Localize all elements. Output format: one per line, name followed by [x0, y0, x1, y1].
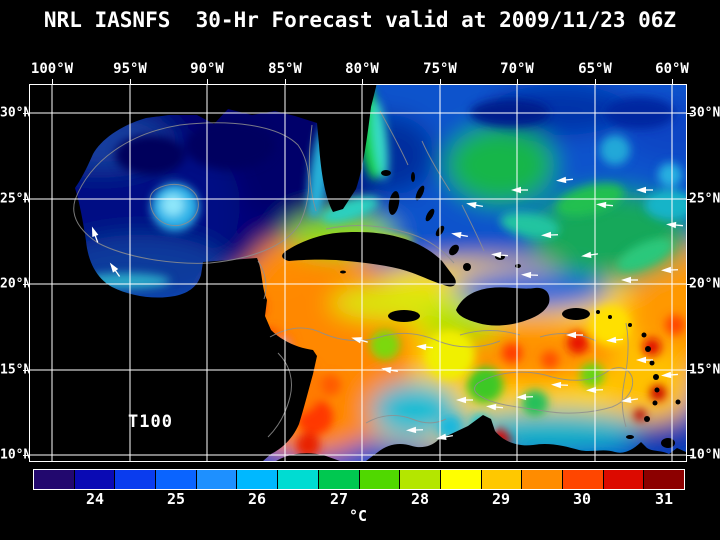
colorbar: [33, 469, 685, 490]
lon-tick-label: 70°W: [500, 61, 534, 77]
lat-tick-label: 15°N: [689, 362, 720, 378]
lat-tick-label: 15°N: [0, 362, 32, 378]
lat-tick-label: 10°N: [0, 447, 32, 463]
colorbar-segment: [237, 470, 279, 489]
axis-tick: [687, 113, 693, 114]
mesoscale-features: [80, 85, 686, 457]
lon-tick-label: 75°W: [423, 61, 457, 77]
colorbar-unit: °C: [348, 507, 368, 525]
axis-tick: [687, 455, 693, 456]
axis-tick: [52, 79, 53, 85]
axis-tick: [595, 79, 596, 85]
map-canvas: [30, 85, 686, 461]
colorbar-segment: [115, 470, 157, 489]
axis-tick: [23, 113, 29, 114]
colorbar-tick-label: 31: [654, 490, 674, 508]
lat-tick-label: 25°N: [0, 191, 32, 207]
axis-tick: [23, 199, 29, 200]
axis-tick: [130, 79, 131, 85]
colorbar-tick-label: 25: [166, 490, 186, 508]
lon-tick-label: 95°W: [113, 61, 147, 77]
lat-tick-label: 30°N: [689, 105, 720, 121]
lat-tick-label: 10°N: [689, 447, 720, 463]
axis-tick: [23, 455, 29, 456]
colorbar-tick-label: 26: [247, 490, 267, 508]
colorbar-segment: [359, 470, 401, 489]
colorbar-segment: [74, 470, 116, 489]
colorbar-segment: [644, 470, 684, 489]
lon-tick-label: 60°W: [655, 61, 689, 77]
axis-tick: [23, 370, 29, 371]
axis-tick: [517, 79, 518, 85]
lat-tick-label: 20°N: [689, 276, 720, 292]
axis-tick: [687, 370, 693, 371]
axis-tick: [672, 79, 673, 85]
colorbar-tick-label: 24: [85, 490, 105, 508]
lat-tick-label: 30°N: [0, 105, 32, 121]
colorbar-segment: [603, 470, 645, 489]
axis-tick: [23, 284, 29, 285]
lat-tick-label: 25°N: [689, 191, 720, 207]
lon-tick-label: 100°W: [30, 61, 74, 77]
colorbar-tick-label: 28: [410, 490, 430, 508]
colorbar-tick-label: 29: [491, 490, 511, 508]
colorbar-segment: [562, 470, 604, 489]
colorbar-segment: [440, 470, 482, 489]
colorbar-segment: [522, 470, 563, 489]
lon-tick-label: 65°W: [578, 61, 612, 77]
grid-lines: [30, 85, 686, 461]
colorbar-segment: [318, 470, 360, 489]
lat-tick-label: 20°N: [0, 276, 32, 292]
lon-tick-label: 85°W: [268, 61, 302, 77]
map-area: [29, 84, 687, 462]
colorbar-segment: [196, 470, 238, 489]
colorbar-segment: [278, 470, 319, 489]
colorbar-segment: [400, 470, 441, 489]
colorbar-segment: [481, 470, 523, 489]
axis-tick: [362, 79, 363, 85]
lon-tick-label: 90°W: [190, 61, 224, 77]
axis-tick: [687, 199, 693, 200]
colorbar-segment: [34, 470, 75, 489]
bathymetry-contours: [73, 110, 634, 438]
axis-tick: [207, 79, 208, 85]
plot-title: NRL IASNFS 30-Hr Forecast valid at 2009/…: [43, 8, 677, 32]
land-mask: [30, 85, 686, 461]
lon-tick-label: 80°W: [345, 61, 379, 77]
axis-tick: [285, 79, 286, 85]
colorbar-tick-label: 30: [572, 490, 592, 508]
colorbar-tick-label: 27: [329, 490, 349, 508]
depth-label: T100: [128, 412, 173, 432]
axis-tick: [687, 284, 693, 285]
colorbar-segment: [156, 470, 197, 489]
axis-tick: [440, 79, 441, 85]
